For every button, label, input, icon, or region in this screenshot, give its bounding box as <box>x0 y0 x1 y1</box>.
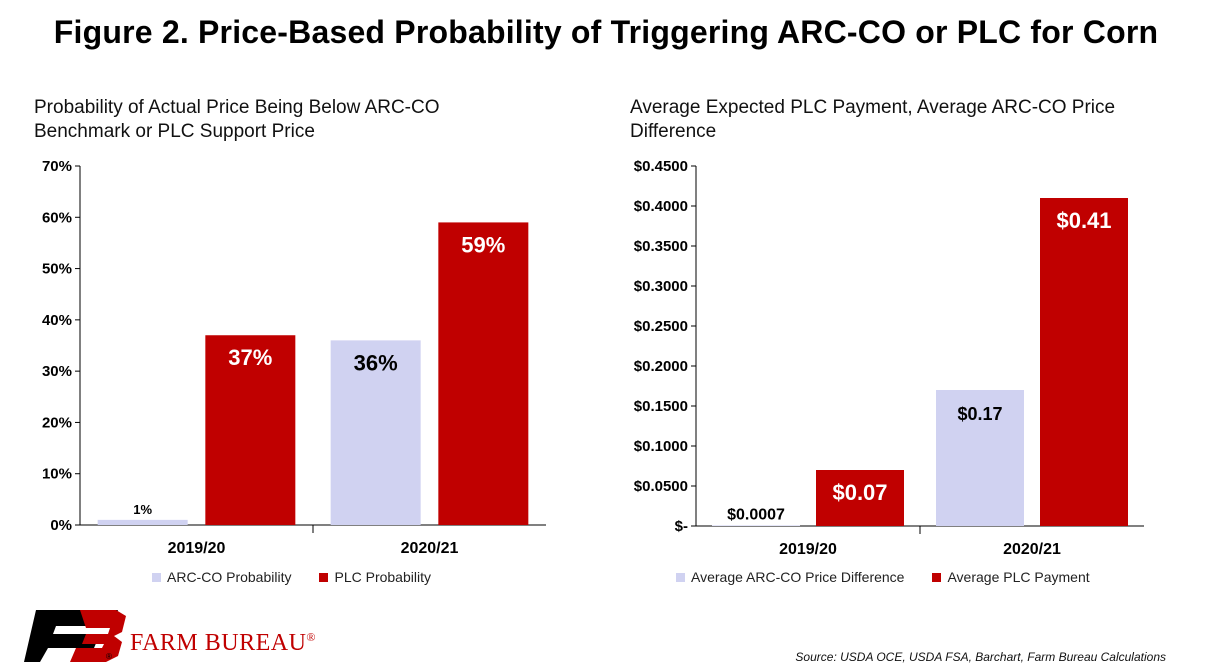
y-tick-label: $0.1500 <box>634 398 688 415</box>
legend-label: ARC-CO Probability <box>167 569 292 585</box>
legend-item-arc-co-probability: ARC-CO Probability <box>152 569 291 585</box>
data-label: 37% <box>228 345 272 370</box>
legend-swatch-plc <box>319 572 329 582</box>
x-category-label: 2020/21 <box>1003 541 1061 558</box>
legend-swatch-plc <box>932 572 942 582</box>
logo-registered-mark: ® <box>106 652 112 661</box>
y-tick-label: $- <box>675 518 688 535</box>
source-note: Source: USDA OCE, USDA FSA, Barchart, Fa… <box>795 650 1166 664</box>
legend-item-plc-payment: Average PLC Payment <box>932 569 1090 585</box>
data-label: 36% <box>354 350 398 375</box>
figure-title: Figure 2. Price-Based Probability of Tri… <box>53 14 1159 50</box>
y-tick-label: $0.0500 <box>634 478 688 495</box>
bar-arc <box>936 390 1024 526</box>
bar-plc <box>816 470 904 526</box>
brand-name-text: FARM BUREAU <box>130 630 307 656</box>
y-tick-label: 50% <box>42 261 72 278</box>
y-tick-label: $0.3000 <box>634 278 688 295</box>
y-tick-label: 20% <box>42 414 72 431</box>
brand-name: FARM BUREAU® <box>130 630 316 657</box>
right-chart-title: Average Expected PLC Payment, Average AR… <box>630 97 1116 142</box>
legend-label: Average ARC-CO Price Difference <box>691 569 905 585</box>
y-tick-label: $0.1000 <box>634 438 688 455</box>
legend-item-arc-co-price-difference: Average ARC-CO Price Difference <box>676 569 904 585</box>
legend-label: Average PLC Payment <box>947 569 1090 585</box>
data-label: $0.41 <box>1056 208 1111 233</box>
x-category-label: 2019/20 <box>168 540 226 557</box>
left-chart-title: Probability of Actual Price Being Below … <box>34 97 440 142</box>
x-category-label: 2019/20 <box>779 541 837 558</box>
data-label: 1% <box>133 502 152 517</box>
bar-plc <box>438 222 529 525</box>
legend-swatch-arc <box>676 572 685 582</box>
data-label: $0.07 <box>832 480 887 505</box>
y-tick-label: 10% <box>42 466 72 483</box>
y-tick-label: $0.4500 <box>634 158 688 175</box>
legend-item-plc-probability: PLC Probability <box>319 569 431 585</box>
legend-swatch-arc <box>152 572 161 582</box>
right-legend: Average ARC-CO Price Difference Average … <box>676 569 1090 585</box>
y-tick-label: 0% <box>50 517 72 534</box>
y-tick-label: $0.2000 <box>634 358 688 375</box>
y-tick-label: $0.4000 <box>634 198 688 215</box>
y-tick-label: 70% <box>42 158 72 175</box>
data-label: 59% <box>461 232 505 257</box>
brand-registered-mark: ® <box>306 630 317 644</box>
farm-bureau-logo-icon <box>24 610 126 662</box>
legend-label: PLC Probability <box>334 569 431 585</box>
left-legend: ARC-CO Probability PLC Probability <box>152 569 431 585</box>
data-label: $0.0007 <box>727 506 785 523</box>
bar-arc <box>330 340 421 525</box>
x-category-label: 2020/21 <box>401 540 459 557</box>
bar-arc <box>712 525 800 526</box>
bar-plc <box>1040 198 1128 526</box>
bar-plc <box>205 335 296 525</box>
y-tick-label: 30% <box>42 363 72 380</box>
y-tick-label: 60% <box>42 209 72 226</box>
y-tick-label: 40% <box>42 312 72 329</box>
y-tick-label: $0.3500 <box>634 238 688 255</box>
bar-arc <box>97 519 188 525</box>
y-tick-label: $0.2500 <box>634 318 688 335</box>
data-label: $0.17 <box>957 404 1002 424</box>
